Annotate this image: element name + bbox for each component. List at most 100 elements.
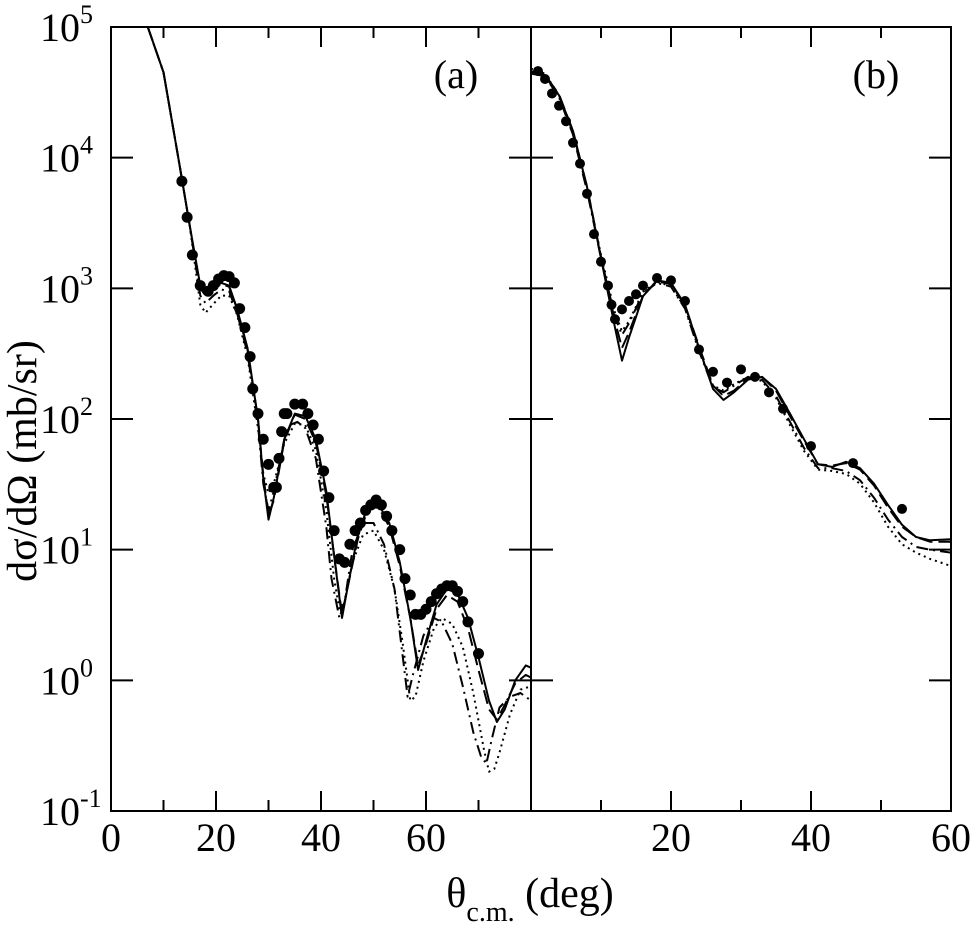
panel-b: 20 40 60 (b) [530, 26, 971, 860]
y-tick-label-base: 10 [40, 528, 80, 573]
y-tick-label: 101 [40, 523, 93, 573]
data-point [610, 314, 620, 325]
y-tick-label-exponent: 2 [80, 392, 93, 421]
data-point [778, 403, 788, 414]
x-tick-label: 20 [196, 815, 236, 860]
y-tick-label-exponent: 3 [80, 261, 93, 290]
data-point [354, 517, 366, 529]
panel-a-curves [146, 27, 531, 773]
data-point [289, 398, 301, 410]
series-line-dashed [146, 27, 531, 721]
data-point [575, 158, 585, 169]
y-tick-label: 105 [40, 0, 93, 50]
data-point [228, 277, 240, 289]
data-point [312, 433, 324, 445]
data-point [694, 344, 704, 355]
series-line-solid [531, 72, 951, 542]
data-point [328, 525, 340, 537]
panel-b-frame [530, 26, 952, 812]
data-point [344, 538, 356, 550]
panel-a: 0 20 40 60 (a) [101, 26, 532, 860]
data-point [399, 573, 411, 585]
data-point [302, 408, 314, 420]
data-point [603, 280, 613, 291]
data-point [176, 175, 188, 187]
data-point [722, 377, 732, 388]
y-tick-label-base: 10 [40, 658, 80, 703]
series-line-dashed [531, 71, 951, 543]
data-point [617, 304, 627, 315]
data-point [339, 556, 351, 568]
data-point [386, 525, 398, 537]
y-tick-label-base: 10 [40, 266, 80, 311]
data-point [462, 616, 474, 628]
data-point [318, 465, 330, 477]
data-point [666, 275, 676, 286]
y-tick-label-exponent: 0 [80, 653, 93, 682]
data-point [596, 256, 606, 267]
series-line-solid [146, 27, 531, 723]
data-point [244, 351, 256, 363]
data-point [452, 585, 463, 597]
series-line-dotted [146, 27, 531, 773]
data-point [297, 398, 309, 410]
y-tick-label: 100 [40, 653, 93, 703]
x-tick-label: 60 [931, 815, 971, 860]
series-line-dash-dot [146, 27, 531, 765]
y-tick-label: 102 [40, 392, 93, 442]
data-point [234, 303, 246, 315]
x-axis-label: θc.m. (deg) [446, 871, 613, 928]
data-point [624, 295, 634, 306]
y-tick-label-base: 10 [40, 5, 80, 50]
data-point [307, 419, 319, 431]
series-line-dotted [531, 67, 951, 567]
y-tick-label-base: 10 [40, 397, 80, 442]
y-tick-label-exponent: 5 [80, 0, 93, 29]
data-point [239, 322, 251, 334]
x-axis-label-subscript: c.m. [466, 897, 514, 928]
data-point [375, 499, 387, 511]
x-tick-label: 40 [791, 815, 831, 860]
data-point [631, 289, 641, 300]
data-point [323, 492, 335, 504]
data-point [394, 544, 406, 556]
data-point [533, 66, 543, 77]
x-axis-label-unit: (deg) [515, 871, 614, 917]
data-point [270, 481, 282, 493]
data-point [247, 383, 259, 395]
y-tick-label: 104 [40, 131, 93, 181]
data-point [252, 408, 264, 420]
data-point [638, 280, 648, 291]
data-point [457, 596, 469, 608]
x-tick-label: 60 [406, 815, 446, 860]
y-tick-label: 10-1 [40, 784, 102, 834]
data-point [540, 73, 550, 84]
y-axis-label: dσ/dΩ (mb/sr) [0, 340, 46, 582]
data-point [425, 596, 437, 608]
data-point [263, 458, 274, 470]
data-point [281, 408, 293, 420]
x-tick-label: 0 [101, 815, 121, 860]
data-point [273, 452, 285, 464]
data-point [257, 433, 269, 445]
data-point [652, 272, 662, 283]
panel-b-data-points [533, 66, 907, 514]
y-tick-label-exponent: -1 [80, 784, 102, 813]
y-tick-label: 103 [40, 261, 93, 311]
data-point [708, 366, 718, 377]
data-point [381, 510, 393, 522]
data-point [561, 116, 571, 127]
data-point [606, 299, 617, 310]
data-point [547, 88, 557, 99]
x-axis-label-symbol: θ [446, 871, 466, 917]
data-point [276, 426, 288, 438]
data-point [589, 229, 599, 240]
x-tick-label: 40 [301, 815, 341, 860]
data-point [848, 458, 858, 469]
panel-a-label: (a) [434, 52, 478, 97]
data-point [554, 100, 564, 111]
data-point [404, 589, 416, 601]
panel-b-label: (b) [853, 52, 900, 97]
